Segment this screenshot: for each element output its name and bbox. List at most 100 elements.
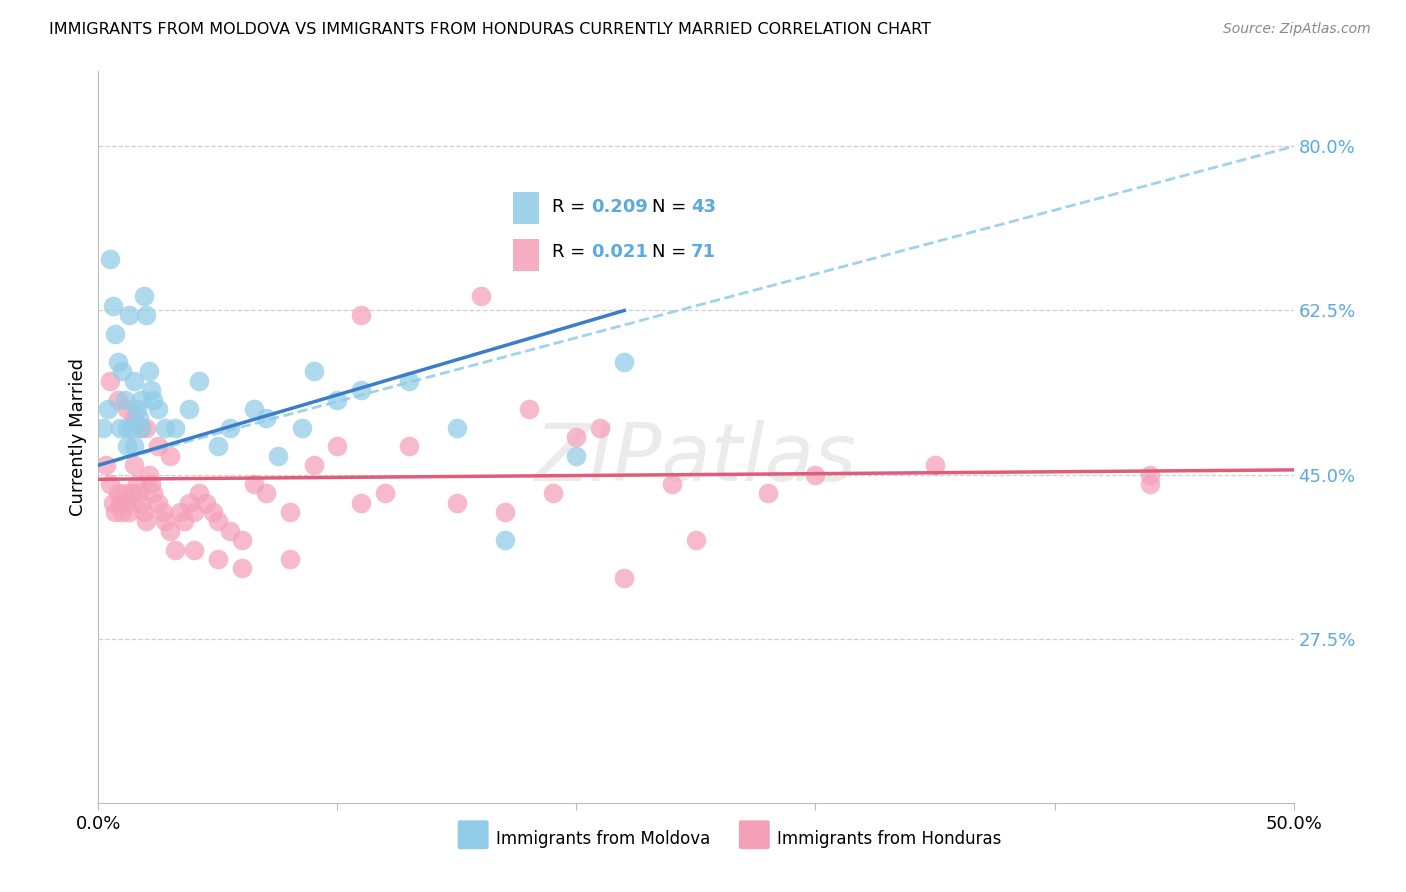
- Point: [589, 420, 612, 434]
- Point: [1139, 477, 1161, 491]
- Point: [132, 289, 155, 303]
- Point: [131, 496, 153, 510]
- Point: [131, 420, 153, 434]
- Point: [326, 392, 349, 407]
- Point: [243, 401, 266, 416]
- Point: [159, 524, 181, 538]
- Text: R =: R =: [553, 244, 585, 261]
- Point: [219, 524, 242, 538]
- Point: [207, 515, 229, 529]
- Point: [114, 392, 136, 407]
- Point: [125, 477, 148, 491]
- Point: [107, 355, 129, 369]
- Point: [142, 392, 165, 407]
- Point: [98, 374, 122, 388]
- Point: [254, 411, 277, 425]
- Point: [128, 411, 150, 425]
- Point: [565, 430, 588, 444]
- Text: Immigrants from Moldova: Immigrants from Moldova: [495, 830, 710, 848]
- Point: [118, 505, 141, 519]
- Point: [756, 486, 779, 500]
- Point: [374, 486, 396, 500]
- Point: [138, 467, 160, 482]
- Point: [111, 505, 134, 519]
- Point: [685, 533, 707, 548]
- Point: [98, 252, 122, 266]
- Point: [446, 420, 468, 434]
- Point: [115, 401, 138, 416]
- Text: Source: ZipAtlas.com: Source: ZipAtlas.com: [1223, 22, 1371, 37]
- Point: [107, 486, 129, 500]
- Point: [1139, 467, 1161, 482]
- Text: N =: N =: [652, 198, 686, 217]
- Text: 71: 71: [690, 244, 716, 261]
- Text: Immigrants from Honduras: Immigrants from Honduras: [776, 830, 1001, 848]
- Point: [148, 440, 170, 454]
- Point: [97, 401, 120, 416]
- Point: [398, 374, 420, 388]
- Point: [148, 401, 170, 416]
- Point: [101, 496, 124, 510]
- Point: [350, 308, 373, 322]
- Point: [565, 449, 588, 463]
- Point: [128, 486, 150, 500]
- Point: [132, 505, 155, 519]
- Text: 0.209: 0.209: [592, 198, 648, 217]
- Point: [139, 477, 162, 491]
- Point: [131, 392, 153, 407]
- Point: [924, 458, 946, 473]
- Point: [94, 458, 117, 473]
- Point: [107, 392, 129, 407]
- Point: [98, 477, 122, 491]
- Point: [278, 505, 301, 519]
- Point: [183, 542, 205, 557]
- Point: [195, 496, 218, 510]
- Bar: [513, 192, 540, 224]
- Point: [613, 571, 636, 585]
- Point: [541, 486, 564, 500]
- Point: [124, 374, 146, 388]
- Point: [804, 467, 827, 482]
- Text: ZIPatlas: ZIPatlas: [534, 420, 858, 498]
- Point: [121, 420, 143, 434]
- Point: [202, 505, 225, 519]
- Point: [207, 552, 229, 566]
- Point: [173, 515, 195, 529]
- Point: [179, 496, 201, 510]
- Point: [155, 515, 177, 529]
- Point: [446, 496, 468, 510]
- Point: [517, 401, 540, 416]
- Point: [613, 355, 636, 369]
- Point: [243, 477, 266, 491]
- Point: [135, 515, 157, 529]
- Point: [302, 364, 325, 378]
- Point: [278, 552, 301, 566]
- Point: [108, 496, 131, 510]
- Point: [163, 420, 186, 434]
- Point: [135, 420, 157, 434]
- Bar: [513, 239, 540, 270]
- Point: [104, 505, 127, 519]
- Text: N =: N =: [652, 244, 686, 261]
- Point: [159, 449, 181, 463]
- Text: 0.021: 0.021: [592, 244, 648, 261]
- Point: [111, 364, 134, 378]
- Point: [118, 308, 141, 322]
- Point: [125, 401, 148, 416]
- Text: R =: R =: [553, 198, 585, 217]
- Point: [139, 383, 162, 397]
- Point: [104, 326, 127, 341]
- Point: [138, 364, 160, 378]
- Point: [219, 420, 242, 434]
- Point: [254, 486, 277, 500]
- Point: [302, 458, 325, 473]
- Point: [124, 411, 146, 425]
- Point: [163, 542, 186, 557]
- Point: [91, 420, 114, 434]
- Point: [187, 486, 209, 500]
- Point: [115, 440, 138, 454]
- Point: [207, 440, 229, 454]
- Point: [124, 458, 146, 473]
- Point: [115, 420, 138, 434]
- Point: [124, 440, 146, 454]
